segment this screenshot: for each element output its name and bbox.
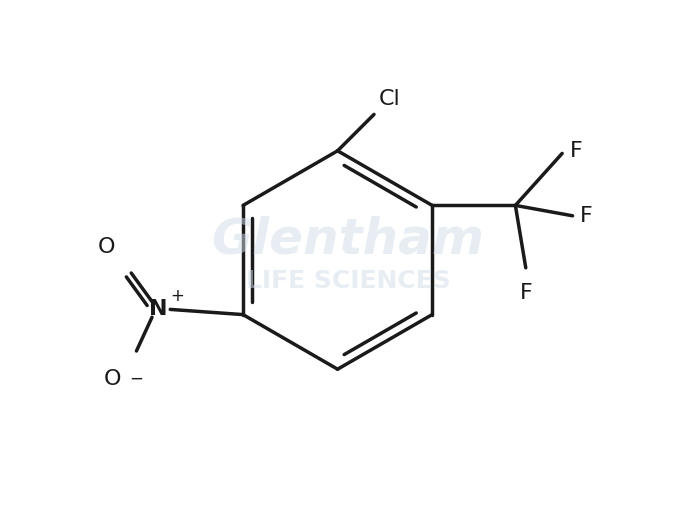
- Text: +: +: [171, 288, 184, 305]
- Text: −: −: [129, 369, 143, 387]
- Text: O: O: [103, 369, 121, 389]
- Text: Cl: Cl: [379, 89, 401, 109]
- Text: F: F: [519, 283, 532, 303]
- Text: F: F: [580, 206, 593, 226]
- Text: LIFE SCIENCES: LIFE SCIENCES: [246, 269, 450, 293]
- Text: Glentham: Glentham: [212, 215, 484, 263]
- Text: N: N: [149, 300, 168, 319]
- Text: F: F: [570, 141, 583, 161]
- Text: O: O: [98, 238, 116, 257]
